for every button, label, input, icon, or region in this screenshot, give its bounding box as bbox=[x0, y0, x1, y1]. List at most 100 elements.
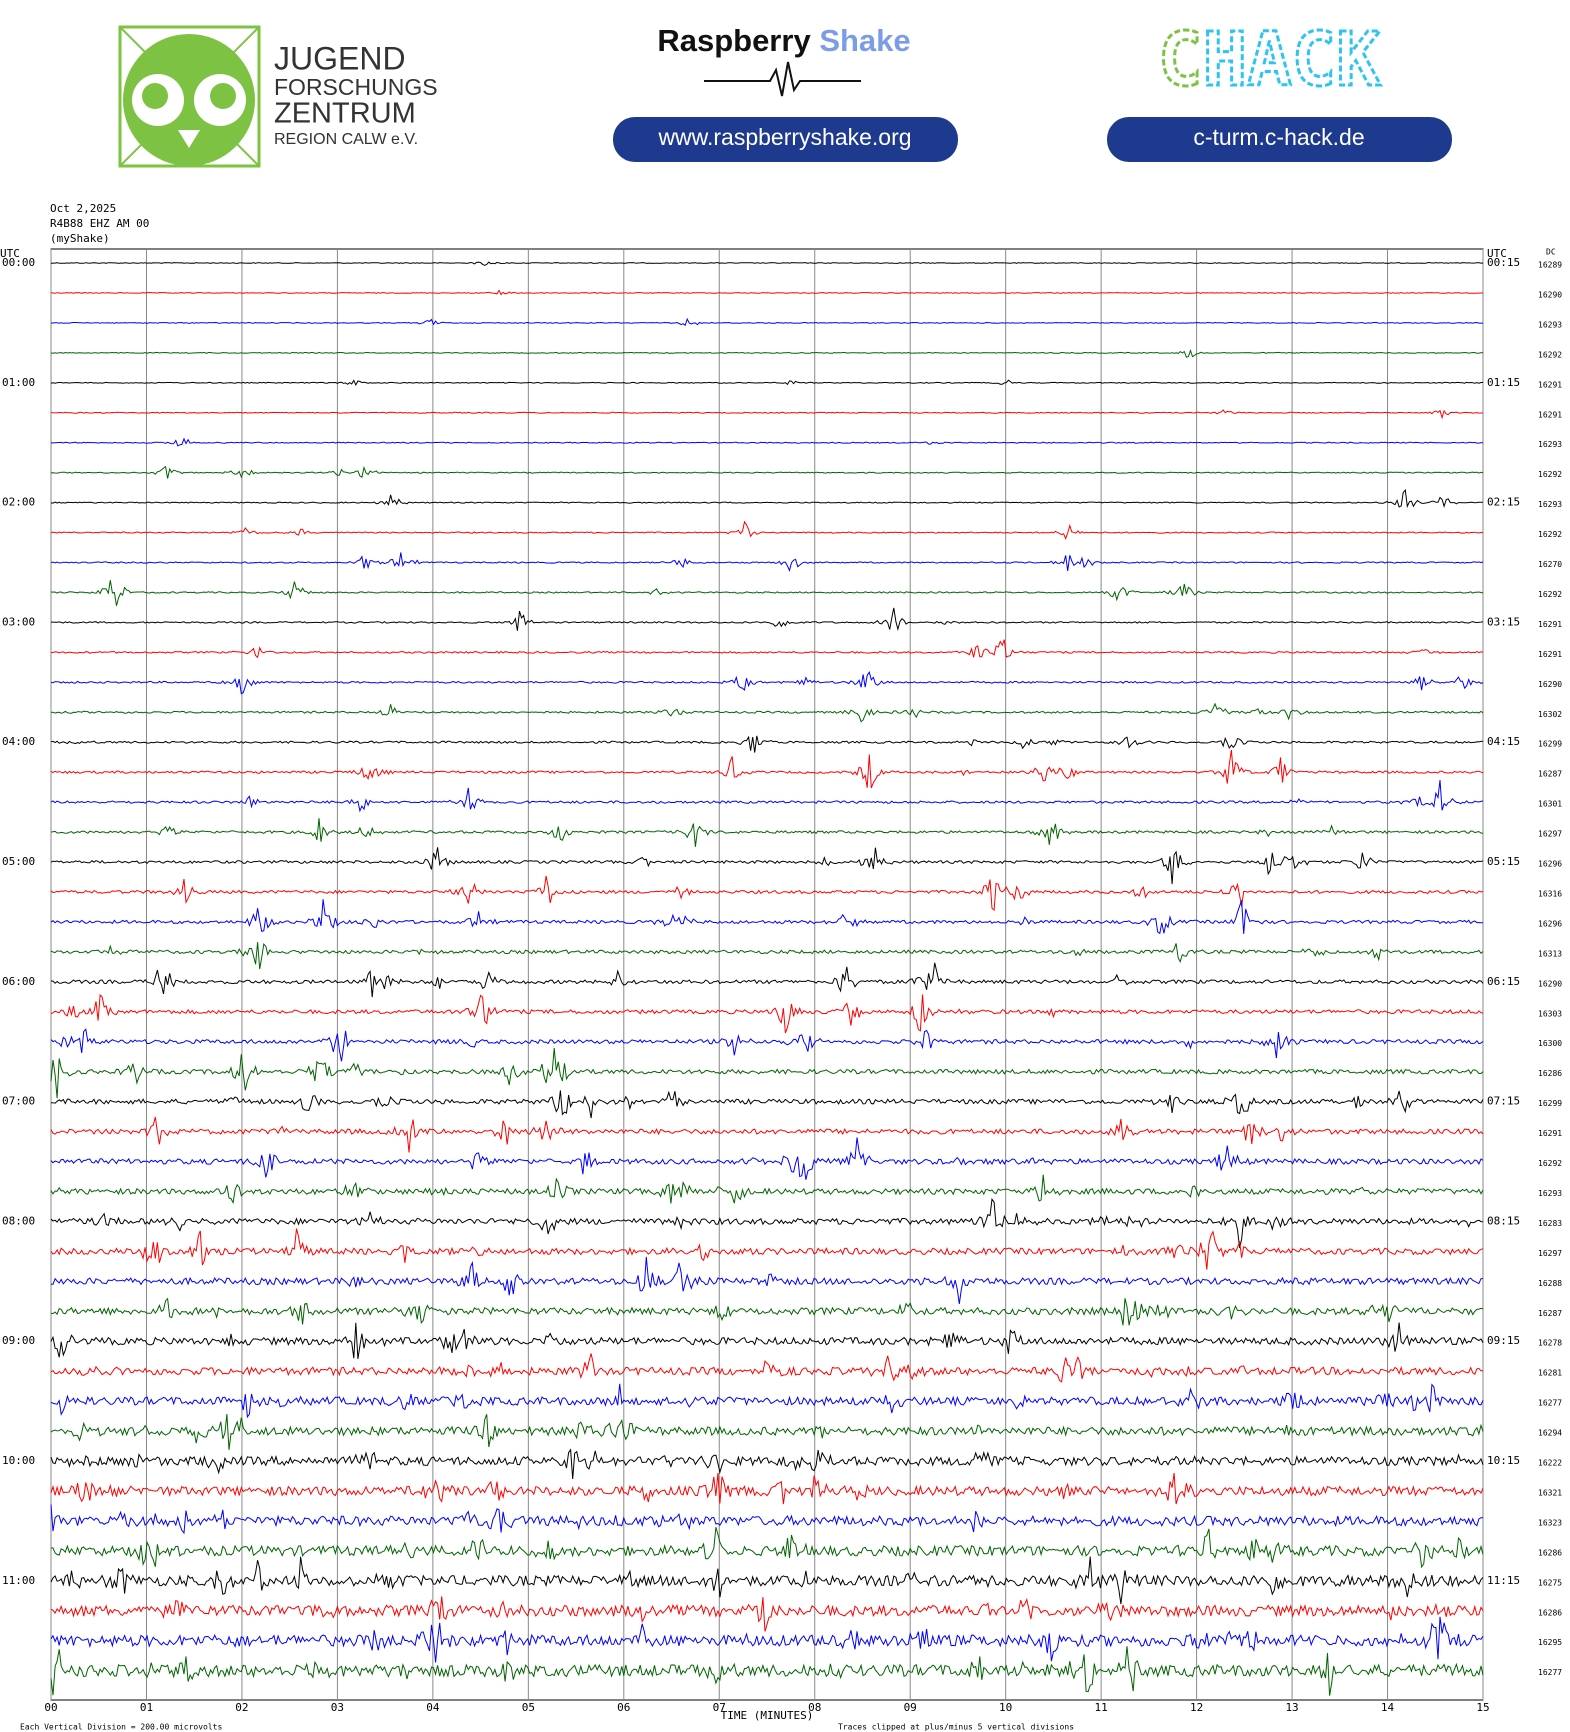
trace bbox=[50, 639, 1484, 659]
dc-value: 16286 bbox=[1538, 1069, 1562, 1078]
dc-value: 16316 bbox=[1538, 889, 1562, 898]
dc-value: 16287 bbox=[1538, 770, 1562, 779]
trace bbox=[50, 1090, 1484, 1119]
row-end-label: 01:15 bbox=[1487, 376, 1520, 389]
dc-value: 16290 bbox=[1538, 290, 1562, 299]
dc-value: 16302 bbox=[1538, 710, 1562, 719]
trace bbox=[50, 671, 1484, 695]
trace bbox=[50, 1596, 1484, 1632]
x-tick-label: 11 bbox=[1095, 1701, 1108, 1714]
rs-word: Raspberry bbox=[657, 23, 811, 58]
row-start-label: 00:00 bbox=[2, 256, 35, 269]
trace bbox=[50, 580, 1484, 606]
trace bbox=[50, 261, 1483, 266]
link-button[interactable] bbox=[613, 117, 958, 162]
row-end-label: 08:15 bbox=[1487, 1214, 1520, 1227]
trace bbox=[50, 1228, 1484, 1270]
row-start-label: 10:00 bbox=[2, 1454, 35, 1467]
chack-c: C bbox=[1158, 17, 1203, 103]
row-start-label: 01:00 bbox=[2, 376, 35, 389]
dc-value: 16293 bbox=[1538, 440, 1562, 449]
dc-value: 16291 bbox=[1538, 380, 1562, 389]
dc-value: 16291 bbox=[1538, 620, 1562, 629]
row-end-label: 10:15 bbox=[1487, 1454, 1520, 1467]
link-button[interactable] bbox=[1107, 117, 1452, 162]
dc-value: 16291 bbox=[1538, 410, 1562, 419]
rs-wave bbox=[704, 61, 861, 97]
trace bbox=[50, 993, 1484, 1034]
x-tick-label: 06 bbox=[617, 1701, 630, 1714]
dc-value: 16277 bbox=[1538, 1668, 1562, 1677]
trace bbox=[50, 379, 1483, 387]
dc-value: 16287 bbox=[1538, 1309, 1562, 1318]
chack-hack: HACK bbox=[1203, 17, 1382, 103]
trace bbox=[50, 437, 1484, 447]
dc-value: 16290 bbox=[1538, 680, 1562, 689]
link-text[interactable]: www.raspberryshake.org bbox=[657, 124, 911, 150]
link-text[interactable]: c-turm.c-hack.de bbox=[1193, 124, 1364, 150]
x-tick-label: 03 bbox=[331, 1701, 344, 1714]
trace bbox=[50, 899, 1483, 935]
x-tick-label: 09 bbox=[904, 1701, 917, 1714]
dc-value: 16299 bbox=[1538, 1099, 1562, 1108]
trace bbox=[50, 942, 1484, 970]
trace bbox=[50, 1527, 1484, 1569]
x-tick-label: 14 bbox=[1381, 1701, 1395, 1714]
trace bbox=[50, 779, 1484, 813]
dc-value: 16321 bbox=[1538, 1488, 1562, 1497]
dc-value: 16303 bbox=[1538, 1009, 1562, 1018]
trace bbox=[50, 1472, 1484, 1505]
dc-label: DC bbox=[1546, 248, 1556, 257]
dc-value: 16293 bbox=[1538, 1189, 1562, 1198]
dc-value: 16286 bbox=[1538, 1608, 1562, 1617]
dc-value: 16293 bbox=[1538, 320, 1562, 329]
dc-value: 16297 bbox=[1538, 1249, 1562, 1258]
trace bbox=[50, 1137, 1484, 1180]
row-end-label: 04:15 bbox=[1487, 735, 1520, 748]
trace bbox=[50, 818, 1484, 847]
x-tick-label: 13 bbox=[1285, 1701, 1298, 1714]
x-tick-label: 07 bbox=[713, 1701, 726, 1714]
trace bbox=[50, 1556, 1484, 1605]
clip-note: Traces clipped at plus/minus 5 vertical … bbox=[838, 1723, 1074, 1732]
trace bbox=[50, 1646, 1484, 1696]
dc-value: 16295 bbox=[1538, 1638, 1562, 1647]
trace bbox=[50, 1616, 1484, 1663]
x-tick-label: 12 bbox=[1190, 1701, 1203, 1714]
jfz-logo: JUGEND FORSCHUNGS ZENTRUM REGION CALW e.… bbox=[118, 25, 438, 168]
row-start-label: 07:00 bbox=[2, 1095, 35, 1108]
dc-value: 16292 bbox=[1538, 590, 1562, 599]
row-end-label: 06:15 bbox=[1487, 975, 1520, 988]
dc-value: 16294 bbox=[1538, 1429, 1562, 1438]
dc-value: 16289 bbox=[1538, 261, 1562, 270]
dc-value: 16283 bbox=[1538, 1219, 1562, 1228]
x-tick-label: 01 bbox=[140, 1701, 153, 1714]
jfz-text: ZENTRUM bbox=[274, 98, 416, 130]
x-tick-label: 04 bbox=[426, 1701, 440, 1714]
dc-value: 16296 bbox=[1538, 919, 1562, 928]
trace bbox=[50, 735, 1484, 753]
trace bbox=[50, 552, 1484, 573]
trace bbox=[50, 1047, 1484, 1099]
dc-value: 16291 bbox=[1538, 650, 1562, 659]
trace bbox=[50, 1414, 1484, 1450]
x-tick-label: 15 bbox=[1476, 1701, 1489, 1714]
trace bbox=[50, 1028, 1484, 1062]
trace bbox=[50, 289, 1484, 296]
trace bbox=[50, 1116, 1484, 1153]
dc-value: 16299 bbox=[1538, 740, 1562, 749]
rs-logo: Raspberry Shake bbox=[657, 23, 910, 58]
row-start-label: 06:00 bbox=[2, 975, 35, 988]
trace bbox=[50, 1256, 1484, 1304]
row-end-label: 00:15 bbox=[1487, 256, 1520, 269]
x-axis-label: TIME (MINUTES) bbox=[721, 1709, 814, 1722]
trace bbox=[51, 607, 1484, 632]
dc-value: 16290 bbox=[1538, 979, 1562, 988]
chack-logo: CHACK bbox=[1158, 17, 1381, 103]
row-end-label: 03:15 bbox=[1487, 615, 1520, 628]
row-start-label: 08:00 bbox=[2, 1214, 35, 1227]
dc-value: 16301 bbox=[1538, 800, 1562, 809]
dc-value: 16281 bbox=[1538, 1369, 1562, 1378]
dc-value: 16288 bbox=[1538, 1279, 1562, 1288]
